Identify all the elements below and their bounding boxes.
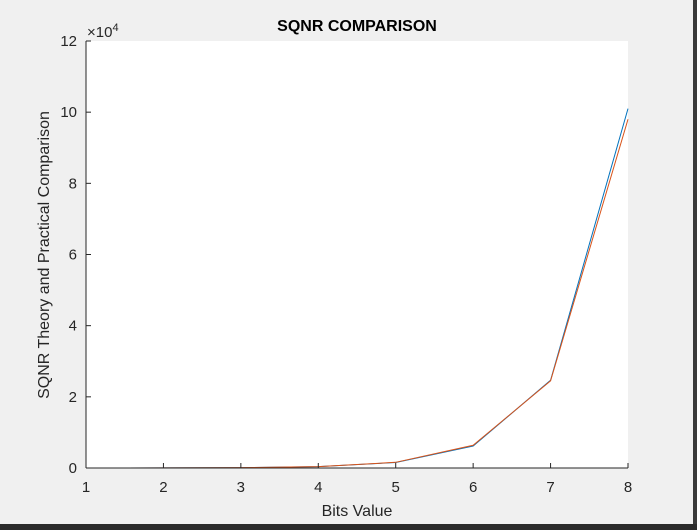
y-axis-exponent-power: 4 — [112, 22, 118, 34]
x-tick-label: 4 — [314, 479, 322, 496]
y-axis-ticks: 0 2 4 6 8 10 12 — [60, 33, 91, 477]
x-tick-label: 3 — [237, 479, 245, 496]
window-edge-right — [693, 0, 697, 530]
y-tick-label: 6 — [69, 247, 77, 264]
plot-area — [86, 41, 628, 468]
y-axis-exponent: ×104 — [87, 22, 119, 41]
x-tick-label: 1 — [82, 479, 90, 496]
y-axis-exponent-base: ×10 — [87, 24, 112, 41]
y-tick-label: 8 — [69, 175, 77, 192]
y-axis-label: SQNR Theory and Practical Comparison — [36, 111, 53, 399]
x-tick-label: 7 — [546, 479, 554, 496]
y-tick-label: 10 — [60, 104, 77, 121]
x-tick-label: 5 — [392, 479, 400, 496]
x-axis-label: Bits Value — [322, 503, 393, 520]
window-edge-bottom — [0, 524, 697, 530]
x-tick-label: 6 — [469, 479, 477, 496]
y-tick-label: 12 — [60, 33, 77, 50]
chart-title: SQNR COMPARISON — [277, 18, 437, 35]
y-tick-label: 4 — [69, 318, 77, 335]
x-axis-ticks: 1 2 3 4 5 6 7 8 — [82, 463, 632, 496]
y-tick-label: 0 — [69, 460, 77, 477]
x-tick-label: 2 — [159, 479, 167, 496]
x-tick-label: 8 — [624, 479, 632, 496]
y-tick-label: 2 — [69, 389, 77, 406]
